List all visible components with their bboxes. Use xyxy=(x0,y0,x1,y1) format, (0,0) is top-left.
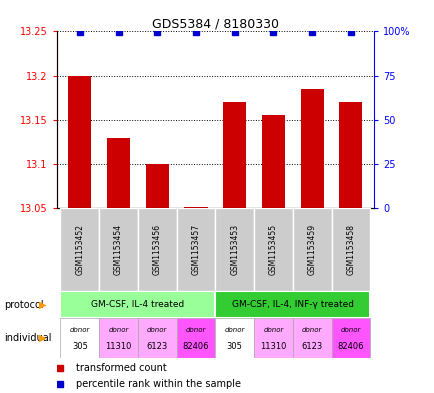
Text: 305: 305 xyxy=(226,342,242,351)
Text: donor: donor xyxy=(301,327,322,333)
Text: donor: donor xyxy=(69,327,90,333)
Bar xyxy=(99,318,138,358)
Text: 11310: 11310 xyxy=(260,342,286,351)
Text: 305: 305 xyxy=(72,342,88,351)
Text: transformed count: transformed count xyxy=(76,362,166,373)
Text: 6123: 6123 xyxy=(146,342,168,351)
Bar xyxy=(215,318,253,358)
Bar xyxy=(300,89,323,208)
Text: 11310: 11310 xyxy=(105,342,132,351)
Text: GSM1153453: GSM1153453 xyxy=(230,224,239,275)
Bar xyxy=(253,208,292,291)
Bar xyxy=(223,102,246,208)
Bar xyxy=(138,318,176,358)
Text: GSM1153458: GSM1153458 xyxy=(345,224,355,275)
Bar xyxy=(292,208,331,291)
Bar xyxy=(261,116,284,208)
Bar xyxy=(107,138,130,208)
Text: individual: individual xyxy=(4,333,52,343)
Bar xyxy=(331,318,369,358)
Bar xyxy=(138,208,176,291)
Bar xyxy=(68,76,91,208)
Text: GSM1153452: GSM1153452 xyxy=(75,224,84,275)
Text: ▶: ▶ xyxy=(39,333,46,343)
Text: donor: donor xyxy=(185,327,206,333)
Text: donor: donor xyxy=(224,327,244,333)
Title: GDS5384 / 8180330: GDS5384 / 8180330 xyxy=(151,17,278,30)
Bar xyxy=(99,208,138,291)
Bar xyxy=(331,208,369,291)
Bar xyxy=(176,208,215,291)
Text: GM-CSF, IL-4 treated: GM-CSF, IL-4 treated xyxy=(91,300,184,309)
Text: GSM1153454: GSM1153454 xyxy=(114,224,123,275)
Text: GSM1153459: GSM1153459 xyxy=(307,224,316,275)
Bar xyxy=(176,318,215,358)
Text: 6123: 6123 xyxy=(301,342,322,351)
Text: protocol: protocol xyxy=(4,299,44,310)
Bar xyxy=(339,102,362,208)
Text: donor: donor xyxy=(147,327,167,333)
Bar xyxy=(60,208,99,291)
Bar xyxy=(184,207,207,208)
Bar xyxy=(292,318,331,358)
Bar xyxy=(145,164,168,208)
Bar xyxy=(215,291,369,318)
Bar xyxy=(253,318,292,358)
Text: donor: donor xyxy=(263,327,283,333)
Text: percentile rank within the sample: percentile rank within the sample xyxy=(76,379,240,389)
Bar xyxy=(215,208,253,291)
Text: donor: donor xyxy=(108,327,128,333)
Text: GSM1153457: GSM1153457 xyxy=(191,224,200,275)
Text: 82406: 82406 xyxy=(337,342,363,351)
Text: donor: donor xyxy=(340,327,360,333)
Text: GM-CSF, IL-4, INF-γ treated: GM-CSF, IL-4, INF-γ treated xyxy=(231,300,353,309)
Bar xyxy=(60,291,215,318)
Bar xyxy=(60,318,99,358)
Text: 82406: 82406 xyxy=(182,342,209,351)
Text: ▶: ▶ xyxy=(39,299,46,310)
Text: GSM1153455: GSM1153455 xyxy=(268,224,277,275)
Text: GSM1153456: GSM1153456 xyxy=(152,224,161,275)
